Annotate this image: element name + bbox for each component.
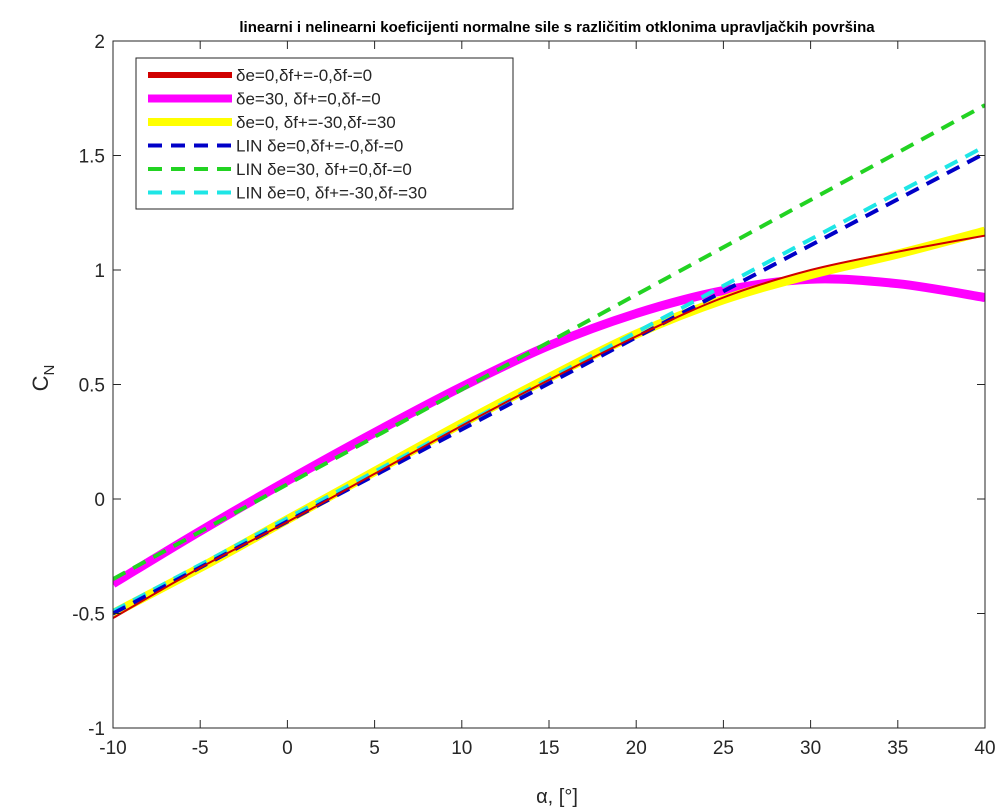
y-axis-label-subscript: N	[41, 365, 58, 376]
x-tick-label: 0	[282, 738, 293, 759]
x-axis-label: α, [°]	[536, 786, 578, 808]
series-line-2	[113, 274, 985, 588]
x-tick-label: 15	[538, 738, 559, 759]
series-line-6	[113, 144, 985, 613]
x-tick-label: 10	[451, 738, 472, 759]
x-tick-label: 20	[626, 738, 647, 759]
legend-label-6: LIN δe=0, δf+=-30,δf-=30	[236, 184, 427, 203]
x-tick-label: 35	[887, 738, 908, 759]
y-tick-label: -1	[88, 719, 105, 740]
x-tick-label: -5	[192, 738, 209, 759]
legend-label-3: δe=0, δf+=-30,δf-=30	[236, 113, 396, 132]
legend-box	[135, 57, 514, 210]
x-tick-label: 30	[800, 738, 821, 759]
x-tick-label: 5	[369, 738, 380, 759]
y-tick-label: -0.5	[72, 605, 105, 626]
y-tick-label: 2	[94, 32, 105, 53]
y-tick-label: 1	[94, 261, 105, 282]
legend-label-2: δe=30, δf+=0,δf-=0	[236, 90, 381, 109]
y-tick-label: 0.5	[79, 376, 105, 397]
x-tick-label: 25	[713, 738, 734, 759]
x-tick-label: -10	[99, 738, 126, 759]
y-axis-label-main: C	[28, 375, 53, 391]
y-axis-label: CN	[28, 365, 58, 392]
y-tick-label: 0	[94, 490, 105, 511]
legend-label-5: LIN δe=30, δf+=0,δf-=0	[236, 160, 412, 179]
series-line-1	[113, 234, 985, 619]
legend-label-1: δe=0,δf+=-0,δf-=0	[236, 66, 372, 85]
series-line-5	[113, 103, 985, 581]
legend-label-4: LIN δe=0,δf+=-0,δf-=0	[236, 137, 403, 156]
x-tick-label: 40	[974, 738, 995, 759]
legend: δe=0,δf+=-0,δf-=0 δe=30, δf+=0,δf-=0 δe=0,…	[135, 57, 514, 210]
chart-title: linearni i nelinearni koeficijenti norma…	[239, 19, 875, 36]
y-tick-label: 1.5	[79, 147, 105, 168]
